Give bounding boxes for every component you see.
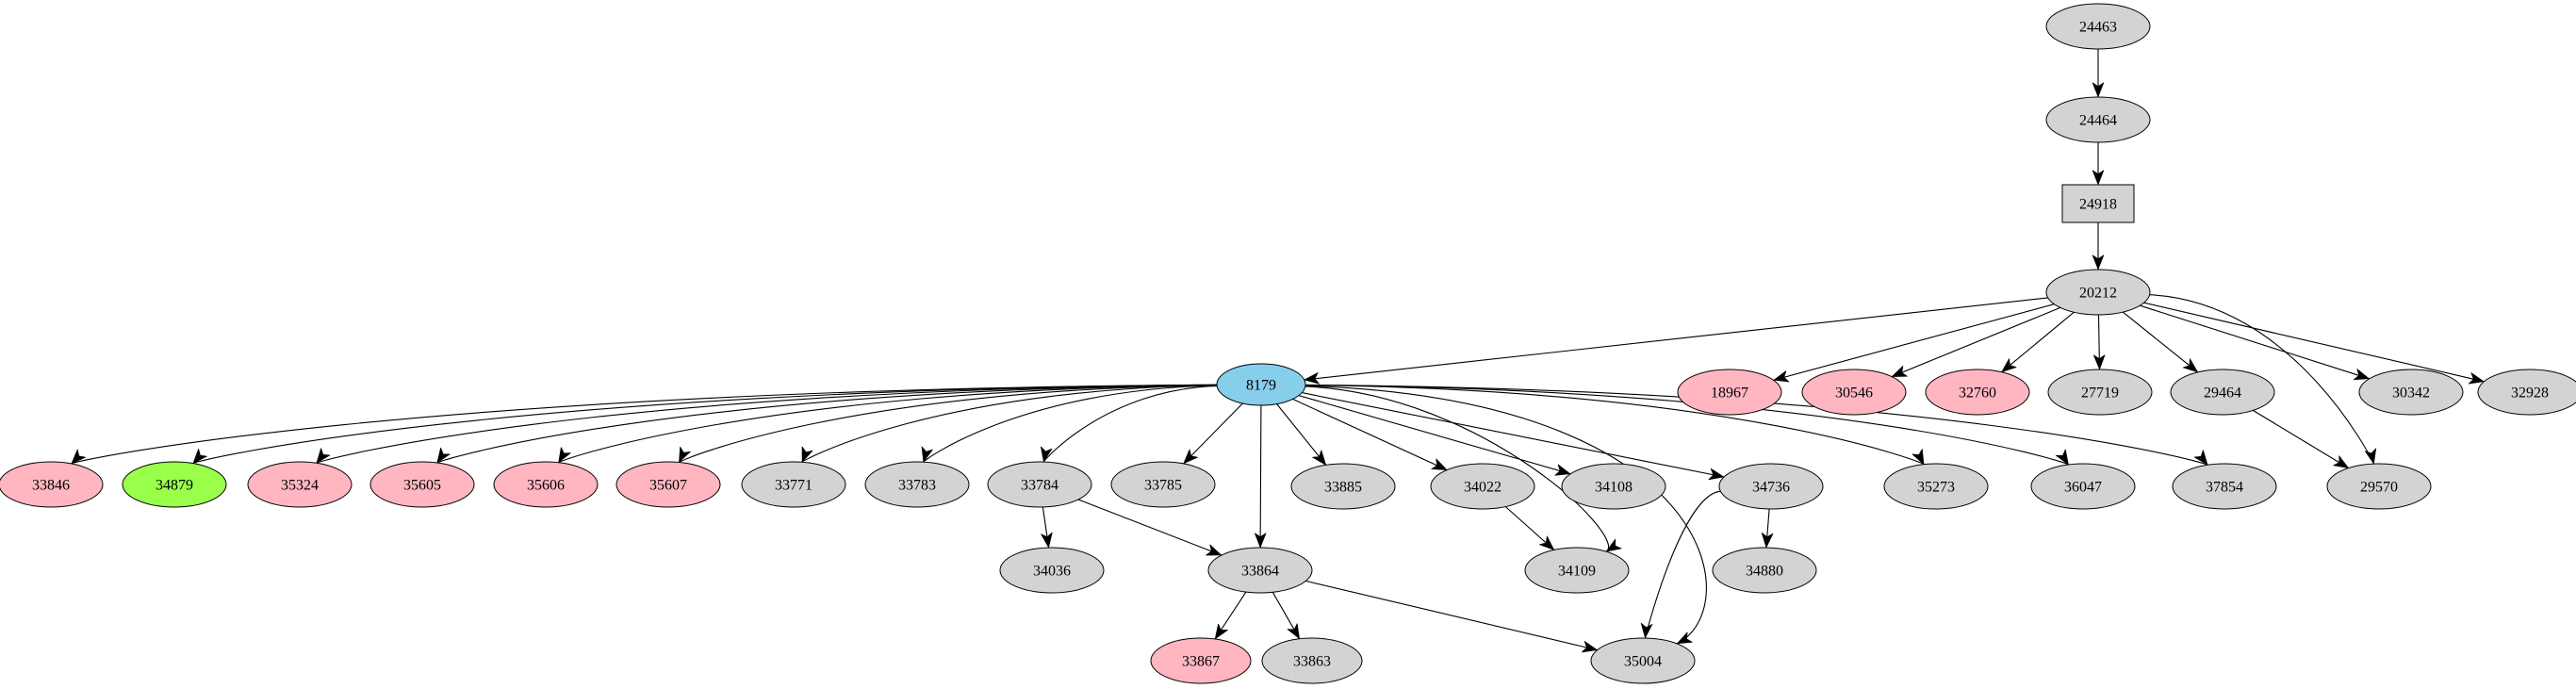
svg-text:35273: 35273 <box>1917 480 1955 496</box>
svg-text:34880: 34880 <box>1746 564 1783 580</box>
svg-text:34108: 34108 <box>1595 480 1633 496</box>
svg-text:33771: 33771 <box>775 478 812 494</box>
svg-text:8179: 8179 <box>1246 378 1276 394</box>
svg-text:24464: 24464 <box>2079 113 2117 129</box>
svg-text:34036: 34036 <box>1033 564 1071 580</box>
svg-text:18967: 18967 <box>1711 386 1748 402</box>
svg-text:36047: 36047 <box>2064 480 2102 496</box>
svg-text:33863: 33863 <box>1293 654 1331 670</box>
svg-text:24918: 24918 <box>2079 197 2117 213</box>
svg-text:35606: 35606 <box>527 478 565 494</box>
svg-text:35324: 35324 <box>281 478 319 494</box>
svg-text:34879: 34879 <box>156 478 193 494</box>
svg-text:29464: 29464 <box>2204 386 2241 402</box>
svg-text:30546: 30546 <box>1835 386 1873 402</box>
svg-text:34022: 34022 <box>1464 480 1501 496</box>
svg-text:35607: 35607 <box>649 478 687 494</box>
svg-text:33867: 33867 <box>1182 654 1220 670</box>
svg-text:33784: 33784 <box>1021 478 1058 494</box>
svg-text:20212: 20212 <box>2079 286 2117 302</box>
svg-text:27719: 27719 <box>2081 386 2119 402</box>
svg-text:33783: 33783 <box>898 478 936 494</box>
svg-text:37854: 37854 <box>2206 480 2243 496</box>
svg-text:33785: 33785 <box>1144 478 1182 494</box>
svg-text:33846: 33846 <box>32 478 70 494</box>
svg-text:32760: 32760 <box>1959 386 1996 402</box>
svg-text:33885: 33885 <box>1324 480 1362 496</box>
svg-text:35605: 35605 <box>403 478 441 494</box>
svg-text:30342: 30342 <box>2392 386 2430 402</box>
svg-text:33864: 33864 <box>1241 564 1279 580</box>
svg-text:24463: 24463 <box>2079 20 2117 36</box>
svg-text:34109: 34109 <box>1558 564 1596 580</box>
svg-text:34736: 34736 <box>1752 480 1790 496</box>
svg-text:32928: 32928 <box>2511 386 2549 402</box>
svg-text:29570: 29570 <box>2360 480 2398 496</box>
svg-text:35004: 35004 <box>1624 654 1662 670</box>
